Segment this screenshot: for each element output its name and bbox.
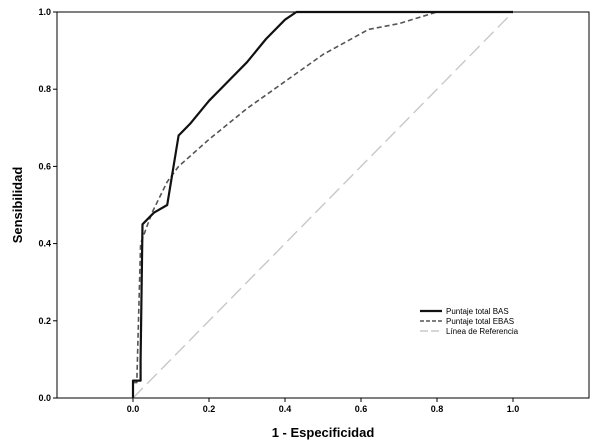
x-axis-title: 1 - Especificidad <box>272 425 375 440</box>
series-group <box>131 10 514 399</box>
y-axis-ticks: 0.0 0.2 0.4 0.6 0.8 1.0 <box>38 7 57 403</box>
x-axis-ticks: 0.0 0.2 0.4 0.6 0.8 1.0 <box>127 398 520 414</box>
series-line-2 <box>132 11 513 398</box>
x-tick-label: 0.6 <box>355 404 368 414</box>
x-tick-label: 0.4 <box>279 404 292 414</box>
y-tick-label: 1.0 <box>38 7 51 17</box>
x-tick-label: 0.8 <box>431 404 444 414</box>
x-tick-label: 1.0 <box>507 404 520 414</box>
y-tick-label: 0.6 <box>38 161 51 171</box>
series-line-1 <box>131 10 513 398</box>
legend-label: Puntaje total BAS <box>446 307 509 316</box>
x-tick-label: 0.0 <box>127 404 140 414</box>
y-tick-label: 0.0 <box>38 393 51 403</box>
legend-label: Línea de Referencia <box>446 327 519 336</box>
y-axis-title: Sensibilidad <box>10 167 25 244</box>
series-line-3 <box>132 11 514 399</box>
y-tick-label: 0.8 <box>38 84 51 94</box>
legend-label: Puntaje total EBAS <box>446 317 514 326</box>
x-tick-label: 0.2 <box>203 404 216 414</box>
y-tick-label: 0.2 <box>38 316 51 326</box>
y-tick-label: 0.4 <box>38 239 51 249</box>
